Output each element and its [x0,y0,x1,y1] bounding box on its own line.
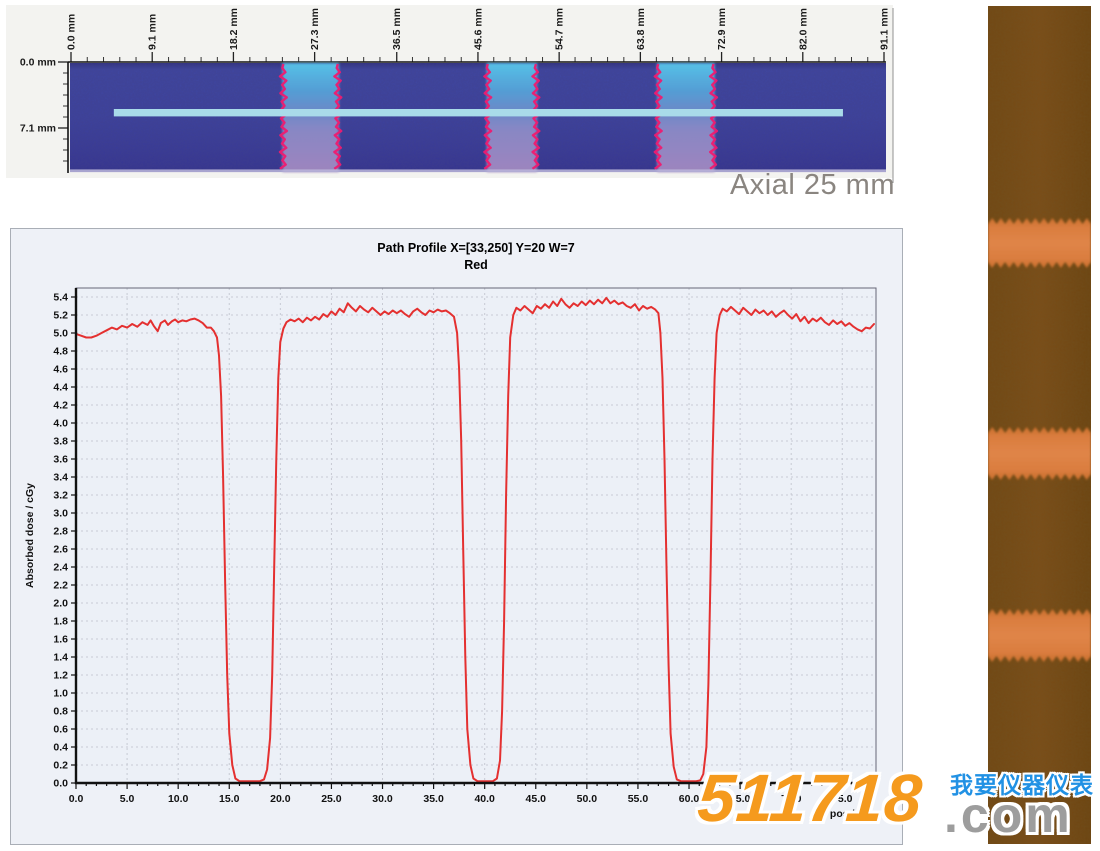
x-tick-label: 45.0 [526,793,547,805]
y-tick-label: 4.6 [53,364,68,376]
y-tick-label: 0.4 [53,742,68,754]
x-axis-label: pos / mm [830,808,876,820]
profile-chart: 0.0 0.2 0.4 0.6 0.8 1.0 1.2 1.4 1.6 1.8 2.0 2.2 2.4 2… [24,287,877,820]
x-tick-label: 0.0 [69,793,84,805]
y-tick-label: 2.4 [53,562,68,574]
horizontal-ruler: 0.0 mm 9.1 mm 18.2 mm 27.3 mm 36.5 mm 45.6 mm… [66,8,891,63]
y-tick-label: 5.2 [53,310,68,322]
y-tick-label: 1.8 [53,616,68,628]
y-tick-label: 4.8 [53,346,68,358]
strip-exposed-band [988,427,1091,480]
film-scan-image: 0.0 mm 9.1 mm 18.2 mm 27.3 mm 36.5 mm 45.6 mm… [6,5,894,183]
irradiated-band [486,63,537,172]
tick-labels: 0.0 0.2 0.4 0.6 0.8 1.0 1.2 1.4 1.6 1.8 2.0 2.2 2.4 2… [53,292,852,806]
ruler-h-label: 36.5 mm [391,8,403,50]
irradiated-band [657,63,715,172]
y-tick-label: 1.4 [53,652,68,664]
y-tick-label: 0.2 [53,760,68,772]
profile-curve [75,296,875,783]
grid [76,288,876,783]
y-tick-label: 5.0 [53,328,68,340]
plot-area [76,288,876,783]
x-tick-label: 30.0 [372,793,393,805]
y-tick-label: 1.6 [53,634,68,646]
x-tick-label: 5.0 [120,793,135,805]
x-tick-label: 20.0 [270,793,291,805]
x-tick-label: 60.0 [679,793,700,805]
ruler-h-label: 54.7 mm [554,8,566,50]
ruler-h-label: 72.9 mm [716,8,728,50]
ruler-h-label: 82.0 mm [797,8,809,50]
strip-exposed-band [988,218,1091,268]
ruler-h-label: 9.1 mm [147,14,159,50]
film-viewer-panel: 0.0 mm 9.1 mm 18.2 mm 27.3 mm 36.5 mm 45.6 mm… [0,0,905,206]
profile-path-line [113,109,843,117]
y-tick-label: 5.4 [53,292,68,304]
watermark-number: 511718 [695,761,926,836]
y-tick-label: 1.0 [53,688,68,700]
strip-exposed-band [988,609,1091,662]
y-tick-label: 0.0 [53,778,68,790]
watermark-chinese-text: 我要仪器仪表 [950,772,1094,798]
y-tick-label: 4.2 [53,400,68,412]
watermark-domain: .com [944,787,1073,843]
x-tick-label: 50.0 [577,793,598,805]
y-tick-label: 2.2 [53,580,68,592]
irradiated-band [282,63,339,172]
y-tick-label: 3.8 [53,436,68,448]
y-tick-label: 3.0 [53,508,68,520]
x-tick-label: 35.0 [423,793,444,805]
y-tick-label: 2.6 [53,544,68,556]
ruler-h-label: 27.3 mm [309,8,321,50]
y-tick-label: 0.8 [53,706,68,718]
y-tick-label: 4.4 [53,382,68,394]
y-tick-label: 0.6 [53,724,68,736]
x-tick-label: 10.0 [168,793,189,805]
tick-marks [71,296,874,789]
x-tick-label: 65.0 [730,793,751,805]
y-tick-label: 1.2 [53,670,68,682]
y-tick-label: 2.0 [53,598,68,610]
y-tick-label: 3.2 [53,490,68,502]
ruler-h-label: 18.2 mm [228,8,240,50]
y-tick-label: 3.6 [53,454,68,466]
vertical-ruler: 0.0 mm 7.1 mm [20,57,69,173]
axial-caption: Axial 25 mm [729,169,895,201]
x-tick-label: 40.0 [474,793,495,805]
x-tick-label: 70.0 [781,793,802,805]
x-tick-label: 55.0 [628,793,649,805]
y-tick-label: 4.0 [53,418,68,430]
ruler-h-label: 0.0 mm [66,14,78,50]
y-tick-label: 2.8 [53,526,68,538]
film-strip-image [988,6,1091,844]
profile-chart-panel: Path Profile X=[33,250] Y=20 W=7 Red 0.0… [10,228,903,845]
ruler-v-label: 0.0 mm [20,57,56,69]
film-image [70,63,886,173]
chart-title: Path Profile X=[33,250] Y=20 W=7 [377,241,575,255]
x-tick-label: 15.0 [219,793,240,805]
ruler-h-label: 45.6 mm [472,8,484,50]
x-tick-label: 25.0 [321,793,342,805]
y-axis-label: Absorbed dose / cGy [24,483,36,588]
ruler-v-label: 7.1 mm [20,123,56,135]
ruler-h-label: 63.8 mm [635,8,647,50]
chart-subtitle: Red [464,258,488,272]
y-tick-label: 3.4 [53,472,68,484]
x-tick-label: 75.0 [832,793,853,805]
ruler-h-label: 91.1 mm [879,8,891,50]
